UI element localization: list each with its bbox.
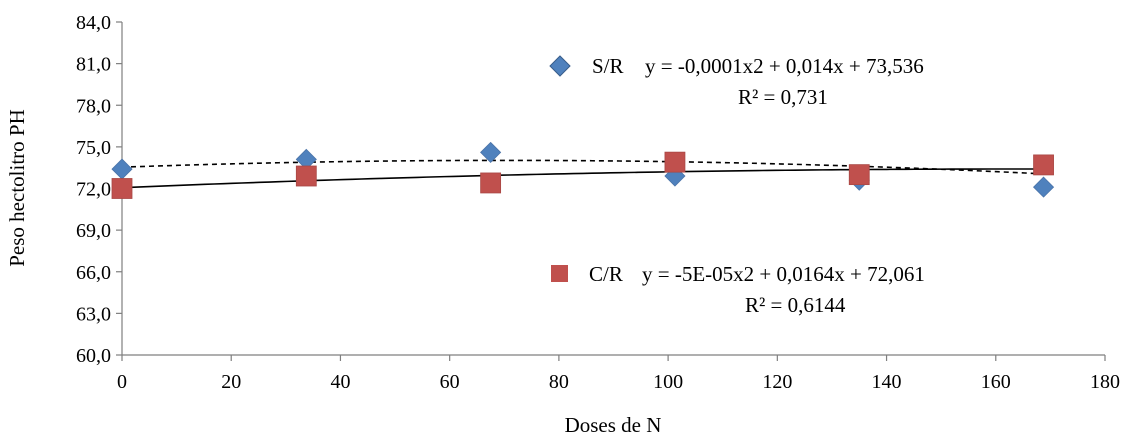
x-tick-label: 40 (330, 371, 350, 393)
cr-point (848, 164, 870, 186)
axes: 60,0 63,0 66,0 69,0 72,0 75,0 78,0 81,0 84,0 0 20… (76, 12, 1120, 393)
cr-point (295, 165, 317, 187)
y-tick-label: 78,0 (76, 95, 111, 117)
trendline-sr (121, 159, 1044, 175)
x-tick-label: 140 (872, 371, 902, 393)
markers (111, 141, 1055, 199)
y-tick-label: 66,0 (76, 262, 111, 284)
x-tick-label: 180 (1090, 371, 1120, 393)
x-tick-label: 160 (981, 371, 1011, 393)
cr-point (1033, 154, 1054, 176)
x-tick-label: 120 (762, 371, 792, 393)
legend-cr-square-icon (551, 265, 568, 282)
y-tick-label: 81,0 (76, 54, 111, 76)
y-ticks: 60,0 63,0 66,0 69,0 72,0 75,0 78,0 81,0 84,0 (76, 12, 122, 367)
legend-sr: S/R y = -0,0001x2 + 0,014x + 73,536 R² =… (549, 54, 924, 109)
legend-sr-r2: R² = 0,731 (738, 85, 828, 109)
sr-point (1032, 176, 1055, 198)
y-tick-label: 84,0 (76, 12, 111, 34)
cr-point (664, 151, 686, 173)
legend-sr-label: S/R (592, 54, 624, 78)
x-tick-label: 80 (549, 371, 569, 393)
cr-point (111, 178, 133, 199)
legend-sr-diamond-icon (549, 55, 571, 77)
y-tick-label: 69,0 (76, 220, 111, 242)
y-tick-label: 63,0 (76, 303, 111, 325)
x-ticks: 0 20 40 60 80 100 120 140 160 180 (117, 355, 1120, 393)
y-axis-title: Peso hectolitro PH (5, 109, 29, 267)
legend-cr: C/R y = -5E-05x2 + 0,0164x + 72,061 R² =… (551, 262, 925, 317)
x-tick-label: 100 (653, 371, 683, 393)
legend-sr-equation: y = -0,0001x2 + 0,014x + 73,536 (645, 54, 924, 78)
sr-point (664, 165, 686, 187)
legend-cr-r2: R² = 0,6144 (745, 293, 846, 317)
y-tick-label: 72,0 (76, 179, 111, 201)
y-tick-label: 60,0 (76, 345, 111, 367)
legend-cr-label: C/R (589, 262, 623, 286)
x-axis-title: Doses de N (565, 413, 662, 437)
y-tick-label: 75,0 (76, 137, 111, 159)
trendline-cr (121, 168, 1044, 189)
x-tick-label: 20 (221, 371, 241, 393)
legend-cr-equation: y = -5E-05x2 + 0,0164x + 72,061 (642, 262, 925, 286)
cr-point (480, 172, 502, 194)
sr-point (480, 141, 502, 163)
x-tick-label: 0 (117, 371, 127, 393)
trendlines (121, 159, 1044, 189)
sr-point (111, 158, 133, 180)
x-tick-label: 60 (440, 371, 460, 393)
